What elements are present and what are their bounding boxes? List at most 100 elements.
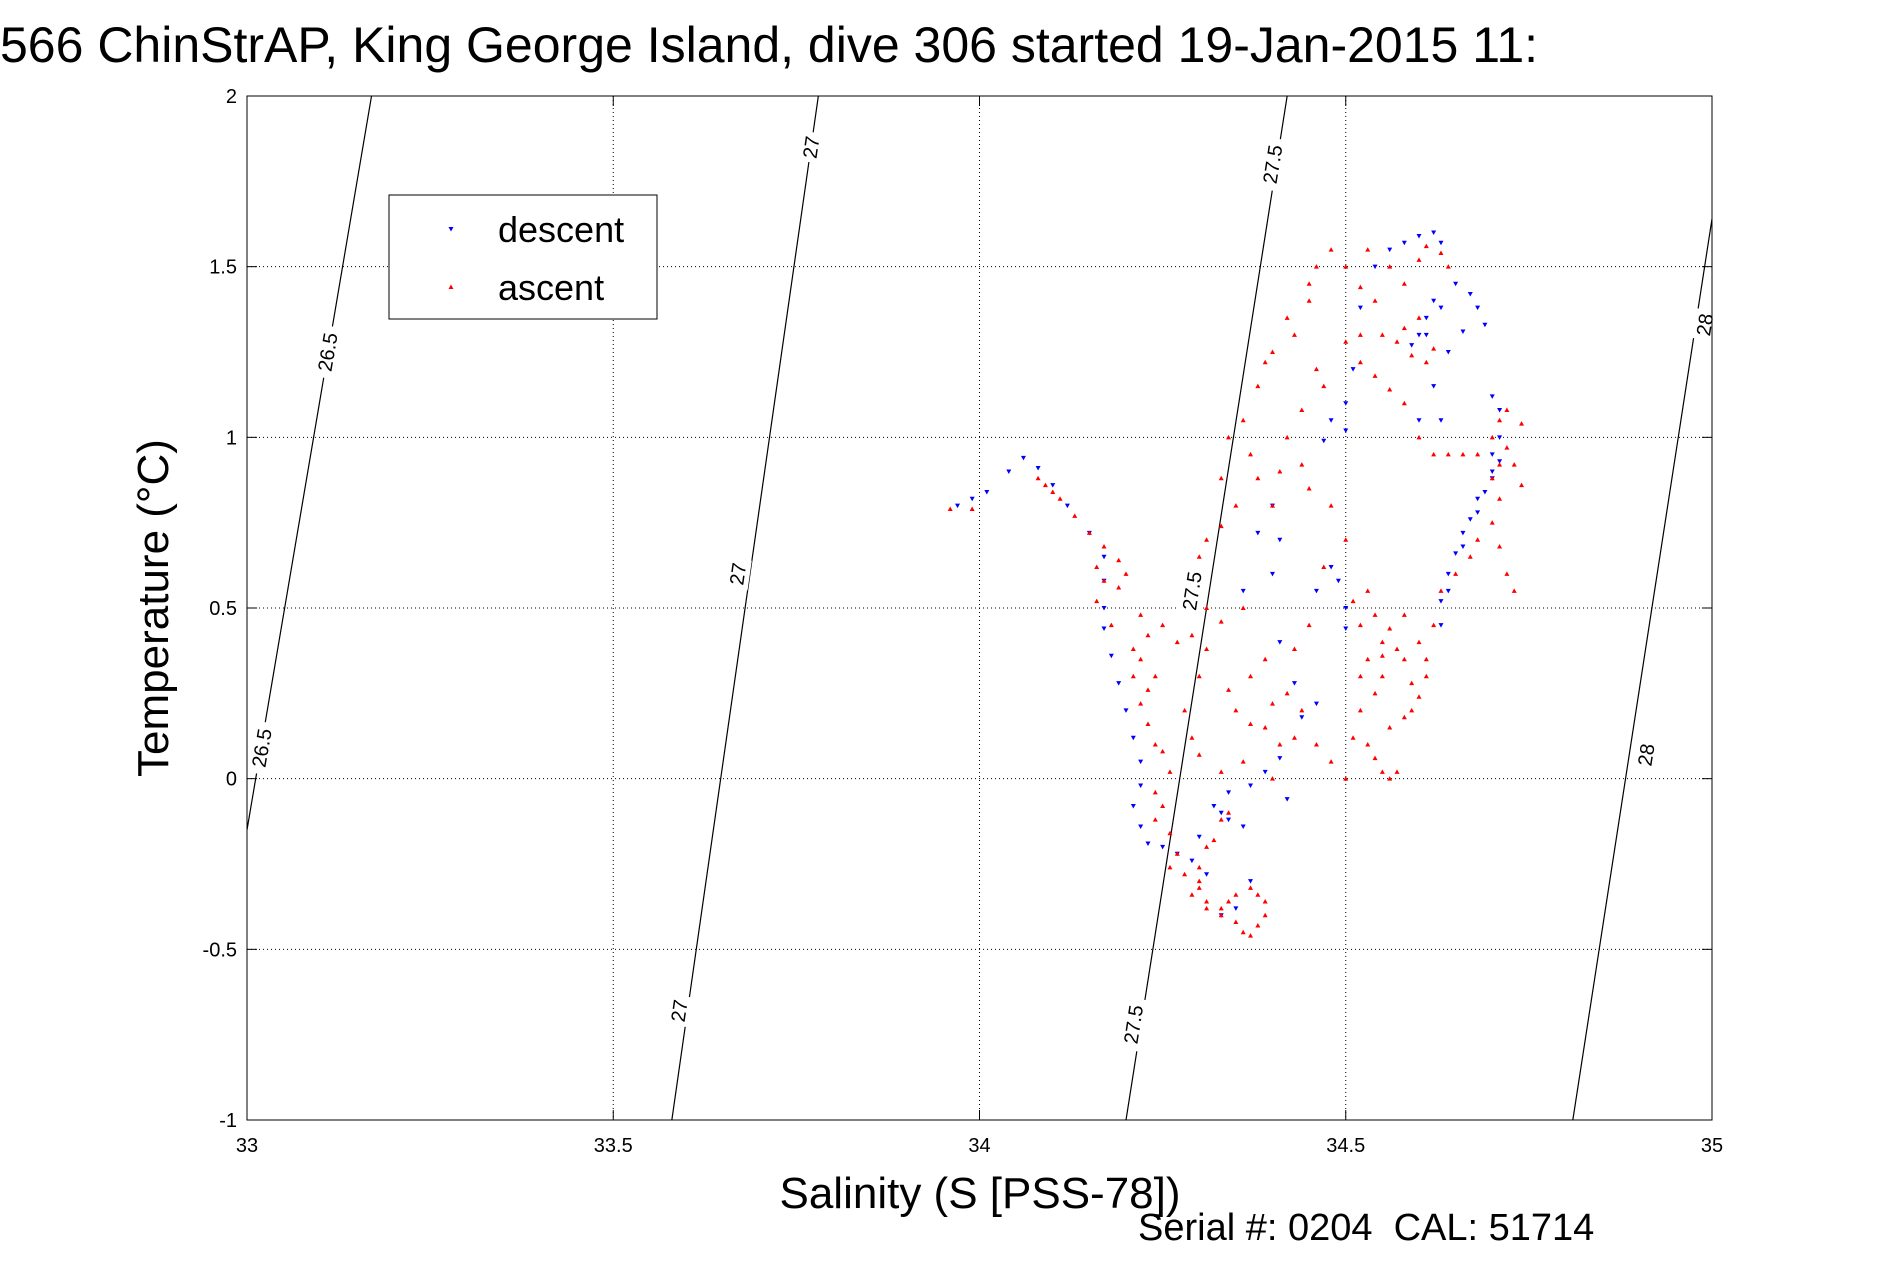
legend-marker-descent bbox=[448, 227, 454, 232]
descent-point bbox=[1313, 701, 1319, 707]
y-tick-label: 1.5 bbox=[209, 257, 237, 279]
ascent-point bbox=[1226, 434, 1232, 440]
descent-point bbox=[1108, 653, 1114, 659]
ascent-point bbox=[1343, 264, 1349, 269]
ascent-point bbox=[1255, 475, 1261, 481]
ascent-point bbox=[1445, 264, 1451, 269]
descent-point bbox=[1438, 623, 1444, 628]
descent-point bbox=[1445, 588, 1451, 594]
descent-point bbox=[1489, 394, 1495, 399]
descent-point bbox=[1357, 305, 1363, 311]
descent-point bbox=[1372, 264, 1378, 270]
legend-label-ascent: ascent bbox=[498, 267, 604, 308]
descent-point bbox=[1116, 681, 1122, 686]
ascent-point bbox=[1343, 339, 1349, 344]
ascent-point bbox=[1233, 707, 1239, 713]
ascent-point bbox=[1423, 243, 1429, 249]
descent-point bbox=[1277, 640, 1283, 645]
ascent-point bbox=[1189, 892, 1195, 897]
ascent-point bbox=[1409, 352, 1415, 358]
ascent-point bbox=[1094, 598, 1100, 604]
ascent-point bbox=[1094, 564, 1100, 570]
descent-point bbox=[1204, 872, 1210, 877]
descent-point bbox=[1328, 565, 1334, 570]
ascent-point bbox=[1042, 482, 1048, 488]
ascent-point bbox=[1057, 496, 1063, 501]
ascent-point bbox=[1138, 612, 1144, 617]
descent-point bbox=[1445, 571, 1451, 577]
ascent-point bbox=[1372, 755, 1378, 761]
ascent-point bbox=[1218, 619, 1224, 624]
ascent-point bbox=[1401, 612, 1407, 617]
x-tick-label: 33.5 bbox=[594, 1135, 633, 1157]
ascent-point bbox=[1343, 537, 1349, 542]
descent-point bbox=[984, 489, 990, 495]
descent-point bbox=[1460, 530, 1466, 536]
ascent-point bbox=[1387, 264, 1393, 269]
descent-point bbox=[1262, 769, 1268, 775]
ascent-point bbox=[1270, 349, 1275, 354]
descent-point bbox=[1277, 756, 1283, 761]
ascent-point bbox=[1299, 462, 1305, 467]
ascent-point bbox=[1321, 383, 1327, 389]
ascent-point bbox=[1152, 817, 1158, 822]
descent-point bbox=[1226, 817, 1232, 823]
descent-point bbox=[1416, 332, 1422, 338]
ascent-point bbox=[1365, 656, 1371, 662]
ascent-point bbox=[1475, 537, 1481, 542]
ascent-point bbox=[1145, 721, 1151, 727]
ascent-point bbox=[1218, 905, 1224, 911]
ascent-point bbox=[1130, 646, 1136, 651]
ascent-point bbox=[1211, 837, 1217, 843]
ascent-point bbox=[1248, 933, 1254, 938]
ascent-point bbox=[1387, 776, 1393, 781]
svg-text:27.5: 27.5 bbox=[1260, 143, 1288, 185]
chart-title: 566 ChinStrAP, King George Island, dive … bbox=[0, 17, 1538, 73]
ascent-point bbox=[1167, 830, 1173, 836]
x-tick-label: 34 bbox=[968, 1135, 990, 1157]
descent-point bbox=[1497, 435, 1503, 440]
ascent-point bbox=[1248, 673, 1254, 679]
ascent-point bbox=[1160, 748, 1166, 754]
ascent-point bbox=[1101, 544, 1107, 549]
ascent-point bbox=[1306, 486, 1312, 491]
ascent-point bbox=[1379, 673, 1385, 679]
ascent-point bbox=[1497, 462, 1503, 467]
ascent-point bbox=[1138, 701, 1144, 706]
descent-point bbox=[1438, 599, 1444, 604]
ascent-point bbox=[1519, 421, 1525, 426]
ascent-point bbox=[1182, 707, 1188, 713]
descent-point bbox=[1497, 459, 1503, 464]
ascent-point bbox=[1196, 864, 1202, 870]
ascent-point bbox=[1299, 707, 1305, 713]
descent-point bbox=[1409, 343, 1415, 348]
svg-text:27: 27 bbox=[800, 135, 825, 160]
y-tick-label: -1 bbox=[219, 1110, 237, 1132]
ascent-point bbox=[1401, 325, 1407, 331]
descent-point bbox=[1299, 715, 1305, 720]
ascent-point bbox=[1182, 871, 1188, 877]
descent-point bbox=[1006, 469, 1012, 474]
ascent-point bbox=[1357, 673, 1363, 679]
descent-point bbox=[1138, 824, 1144, 829]
ascent-point bbox=[1204, 899, 1210, 904]
descent-point bbox=[1445, 350, 1451, 355]
ascent-point bbox=[1409, 680, 1415, 686]
ascent-point bbox=[1394, 769, 1400, 774]
y-tick-label: 1 bbox=[226, 427, 237, 449]
ascent-point bbox=[1248, 451, 1254, 457]
ascent-point bbox=[1284, 434, 1290, 440]
ascent-point bbox=[1255, 383, 1261, 389]
ascent-point bbox=[1372, 373, 1378, 378]
ascent-point bbox=[1357, 707, 1363, 713]
ascent-point bbox=[1365, 247, 1371, 252]
ascent-point bbox=[1277, 468, 1283, 474]
descent-point bbox=[1138, 783, 1144, 788]
descent-point bbox=[1130, 803, 1136, 809]
ascent-point bbox=[1497, 417, 1503, 423]
descent-point bbox=[969, 496, 975, 502]
ascent-point bbox=[1160, 622, 1166, 628]
ascent-point bbox=[1218, 769, 1224, 774]
ascent-point bbox=[1240, 605, 1246, 610]
y-tick-label: -0.5 bbox=[203, 939, 237, 961]
